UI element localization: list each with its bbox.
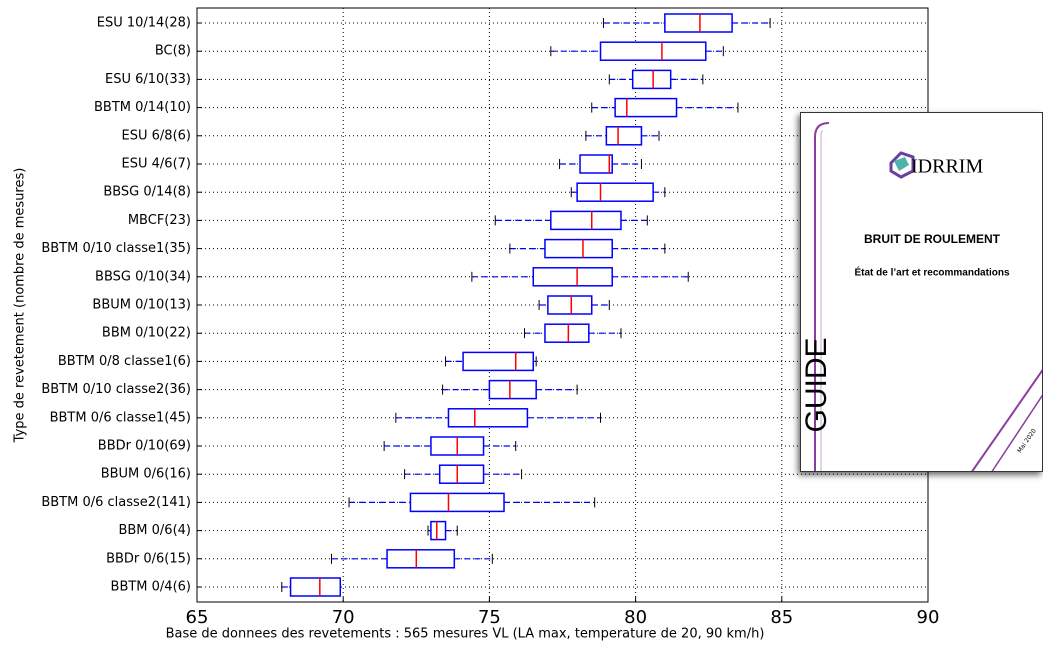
box <box>577 183 653 201</box>
x-tick-label: 75 <box>478 607 501 628</box>
box <box>665 14 732 32</box>
x-tick-label: 65 <box>186 607 209 628</box>
y-tick-label: BBSG 0/10(34) <box>95 269 191 284</box>
box <box>489 381 536 399</box>
y-tick-label: BBM 0/6(4) <box>118 523 191 538</box>
cover-art: IDRRIM BRUIT DE ROULEMENT État de l’art … <box>801 113 1043 472</box>
x-tick-label: 85 <box>770 607 793 628</box>
cover-label: GUIDE <box>801 337 833 432</box>
y-tick-label: ESU 4/6(7) <box>122 157 191 172</box>
y-tick-label: BBDr 0/6(15) <box>106 551 191 566</box>
x-axis-label: Base de donnees des revetements : 565 me… <box>166 627 765 642</box>
y-tick-label: BBTM 0/4(6) <box>111 580 191 595</box>
y-tick-label: BBTM 0/10 classe2(36) <box>41 382 191 397</box>
box <box>291 578 341 596</box>
box <box>431 522 446 540</box>
y-tick-label: BBTM 0/6 classe1(45) <box>50 410 191 425</box>
box <box>601 42 706 60</box>
y-tick-label: BBTM 0/10 classe1(35) <box>41 241 191 256</box>
y-tick-label: BBTM 0/14(10) <box>94 100 191 115</box>
box <box>545 240 612 258</box>
box <box>387 550 454 568</box>
cover-date: Mai 2020 <box>1016 428 1038 455</box>
y-tick-label: BBUM 0/6(16) <box>101 467 191 482</box>
y-tick-label: BBM 0/10(22) <box>102 326 191 341</box>
box <box>580 155 612 173</box>
box <box>615 99 676 117</box>
box <box>551 211 621 229</box>
page: Base de donnees des revetements : 565 me… <box>0 0 1043 648</box>
cover-subtitle: État de l’art et recommandations <box>854 266 1009 279</box>
box <box>633 70 671 88</box>
y-tick-label: BBTM 0/8 classe1(6) <box>58 354 191 369</box>
cover-line <box>971 368 1043 472</box>
y-tick-label: ESU 10/14(28) <box>97 16 191 31</box>
y-tick-label: BBTM 0/6 classe2(141) <box>41 495 191 510</box>
y-tick-label: BBDr 0/10(69) <box>98 439 191 454</box>
box <box>548 296 592 314</box>
logo-text: IDRRIM <box>911 156 983 178</box>
box <box>440 465 484 483</box>
y-tick-label: BBSG 0/14(8) <box>103 185 191 200</box>
y-tick-label: BC(8) <box>155 44 191 59</box>
x-tick-label: 90 <box>917 607 940 628</box>
y-tick-label: ESU 6/8(6) <box>122 128 191 143</box>
box <box>463 352 533 370</box>
y-tick-label: BBUM 0/10(13) <box>92 298 191 313</box>
cover-title: BRUIT DE ROULEMENT <box>864 232 1001 246</box>
box <box>606 127 641 145</box>
box <box>410 493 504 511</box>
y-axis-label: Type de revetement (nombre de mesures) <box>13 168 28 444</box>
box <box>448 409 527 427</box>
y-tick-label: MBCF(23) <box>128 213 191 228</box>
x-tick-label: 80 <box>624 607 647 628</box>
x-tick-label: 70 <box>332 607 355 628</box>
guide-cover: IDRRIM BRUIT DE ROULEMENT État de l’art … <box>800 112 1043 472</box>
y-tick-label: ESU 6/10(33) <box>105 72 191 87</box>
box <box>533 268 612 286</box>
box <box>545 324 589 342</box>
